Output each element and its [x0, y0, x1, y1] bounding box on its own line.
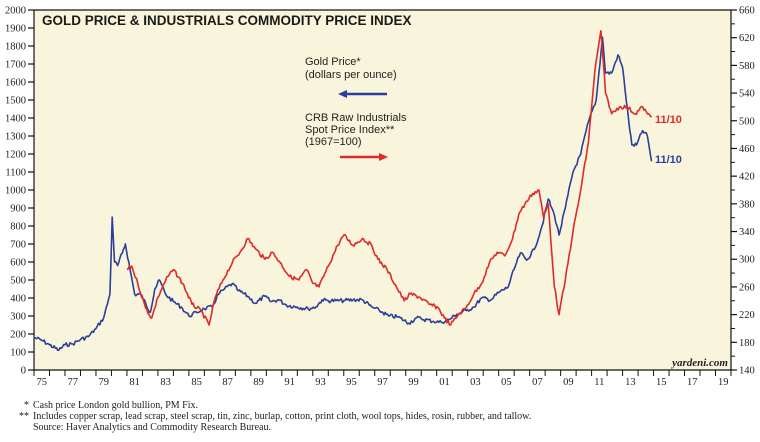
x-tick-label: 09	[563, 377, 574, 388]
left-y-tick-label: 1600	[5, 78, 26, 89]
x-tick-label: 81	[129, 377, 140, 388]
legend-item-gold: Gold Price* (dollars per ounce)	[305, 56, 397, 98]
right-y-tick-label: 620	[739, 33, 755, 44]
left-y-tick-label: 1900	[5, 24, 26, 35]
crb-index-line	[126, 30, 653, 326]
crb-end-label: 11/10	[655, 114, 682, 126]
legend-crb-line1: CRB Raw Industrials	[305, 112, 407, 124]
gold-price-line	[33, 36, 653, 351]
left-y-tick-label: 1300	[5, 132, 26, 143]
legend-gold-line1: Gold Price*	[305, 56, 361, 68]
left-y-tick-label: 300	[10, 312, 26, 323]
right-y-tick-label: 140	[739, 366, 755, 377]
x-tick-label: 13	[625, 377, 636, 388]
x-tick-label: 85	[191, 377, 202, 388]
right-y-tick-label: 580	[739, 61, 755, 72]
series-layer	[33, 30, 653, 351]
legend-crb-line2: Spot Price Index**	[305, 124, 395, 136]
right-y-tick-label: 420	[739, 172, 755, 183]
chart: 0 100 200 300 400 500 600 700 800 900 1000 1100 1200…	[5, 6, 755, 389]
footnote-1: * Cash price London gold bullion, PM Fix…	[16, 400, 531, 411]
gold-end-label: 11/10	[655, 154, 682, 166]
left-y-tick-label: 900	[10, 204, 26, 215]
source-note: Source: Haver Analytics and Commodity Re…	[16, 422, 531, 433]
x-tick-label: 19	[718, 377, 729, 388]
left-y-tick-label: 0	[21, 366, 26, 377]
x-tick-label: 79	[98, 377, 109, 388]
plot-area	[34, 10, 731, 370]
footnote-text: Includes copper scrap, lead scrap, steel…	[33, 411, 532, 422]
x-tick-label: 99	[408, 377, 419, 388]
right-y-tick-label: 340	[739, 227, 755, 238]
x-tick-label: 95	[346, 377, 357, 388]
x-tick-label: 83	[160, 377, 171, 388]
right-y-tick-label: 220	[739, 310, 755, 321]
left-y-tick-label: 1200	[5, 150, 26, 161]
footnote-mark: *	[24, 400, 29, 411]
legend: Gold Price* (dollars per ounce) CRB Raw …	[305, 56, 407, 161]
footnote-mark	[16, 422, 29, 433]
x-tick-label: 15	[656, 377, 667, 388]
left-y-tick-label: 1700	[5, 60, 26, 71]
legend-crb-arrow-icon	[340, 153, 388, 161]
right-y-tick-label: 540	[739, 89, 755, 100]
left-y-tick-label: 1800	[5, 42, 26, 53]
footnote-2: ** Includes copper scrap, lead scrap, st…	[16, 411, 531, 422]
x-tick-label: 89	[253, 377, 264, 388]
source-text: Source: Haver Analytics and Commodity Re…	[33, 422, 271, 433]
right-y-tick-label: 500	[739, 116, 755, 127]
left-y-tick-label: 1500	[5, 96, 26, 107]
x-tick-label: 75	[36, 377, 47, 388]
footnote-text: Cash price London gold bullion, PM Fix.	[33, 400, 198, 411]
x-tick-label: 17	[687, 377, 698, 388]
x-tick-label: 93	[315, 377, 326, 388]
right-y-tick-label: 660	[739, 6, 755, 17]
left-y-tick-label: 2000	[5, 6, 26, 17]
footnotes: * Cash price London gold bullion, PM Fix…	[16, 400, 531, 433]
left-y-tick-label: 1400	[5, 114, 26, 125]
x-axis: 75 77 79 81 83 85 87 89 91 93 95 97 99 01 03 05 07 09 11 13…	[33, 370, 732, 388]
left-y-tick-label: 500	[10, 276, 26, 287]
right-y-tick-label: 380	[739, 199, 755, 210]
left-y-tick-label: 700	[10, 240, 26, 251]
x-tick-label: 91	[284, 377, 295, 388]
x-tick-label: 77	[67, 377, 78, 388]
x-tick-label: 87	[222, 377, 233, 388]
footnote-mark: **	[19, 411, 29, 422]
x-tick-label: 05	[501, 377, 512, 388]
left-y-tick-label: 1000	[5, 186, 26, 197]
left-y-tick-label: 100	[10, 348, 26, 359]
right-y-tick-label: 180	[739, 338, 755, 349]
x-tick-label: 01	[439, 377, 450, 388]
legend-crb-line3: (1967=100)	[305, 136, 362, 148]
legend-gold-line2: (dollars per ounce)	[305, 69, 397, 81]
x-tick-label: 97	[377, 377, 388, 388]
right-y-tick-label: 260	[739, 282, 755, 293]
left-y-tick-label: 600	[10, 258, 26, 269]
x-tick-label: 11	[594, 377, 604, 388]
right-y-tick-label: 460	[739, 144, 755, 155]
x-tick-label: 07	[532, 377, 543, 388]
x-tick-label: 03	[470, 377, 481, 388]
left-y-tick-label: 200	[10, 330, 26, 341]
left-y-tick-label: 400	[10, 294, 26, 305]
chart-title: GOLD PRICE & INDUSTRIALS COMMODITY PRICE…	[42, 13, 412, 28]
left-y-tick-label: 1100	[5, 168, 26, 179]
legend-gold-arrow-icon	[338, 90, 387, 98]
right-y-tick-label: 300	[739, 255, 755, 266]
left-y-tick-label: 800	[10, 222, 26, 233]
right-y-axis: 140 180 220 260 300 340 380 420 460 500 540 580 620 6…	[731, 6, 755, 377]
legend-item-crb: CRB Raw Industrials Spot Price Index** (…	[305, 112, 407, 161]
left-y-axis: 0 100 200 300 400 500 600 700 800 900 1000 1100 1200…	[5, 6, 34, 377]
watermark: yardeni.com	[670, 357, 728, 369]
